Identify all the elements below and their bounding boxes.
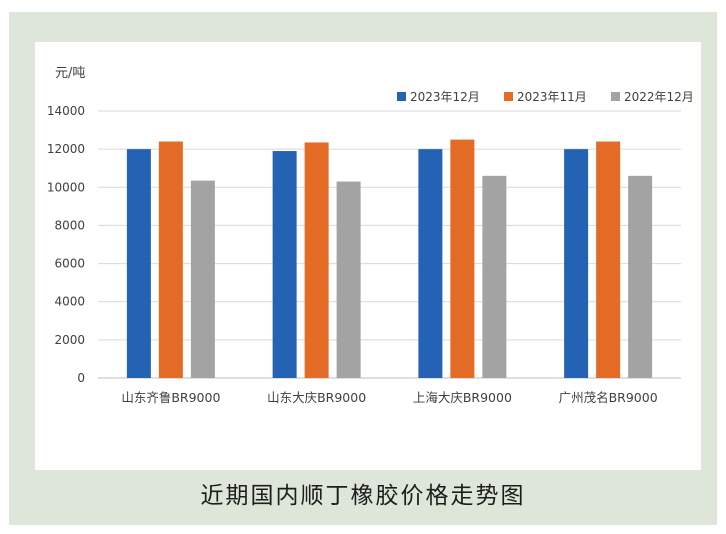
legend-label: 2023年11月 bbox=[517, 90, 587, 104]
bar bbox=[190, 180, 215, 378]
bar bbox=[418, 149, 443, 378]
bar bbox=[482, 175, 507, 378]
x-tick-label: 山东齐鲁BR9000 bbox=[121, 390, 220, 405]
y-tick-label: 2000 bbox=[54, 333, 85, 347]
legend-label: 2022年12月 bbox=[624, 90, 694, 104]
legend-label: 2023年12月 bbox=[410, 90, 480, 104]
legend-swatch bbox=[397, 92, 406, 101]
y-tick-label: 10000 bbox=[47, 180, 85, 194]
x-tick-label: 上海大庆BR9000 bbox=[413, 390, 512, 405]
x-tick-label: 广州茂名BR9000 bbox=[559, 390, 658, 405]
x-tick-label: 山东大庆BR9000 bbox=[267, 390, 366, 405]
bar bbox=[336, 181, 361, 378]
figure-frame: 0 2000 4000 6000 8000 10000 12000 14000 元/吨山东齐鲁B… bbox=[9, 12, 717, 525]
bar bbox=[564, 149, 589, 378]
bar bbox=[158, 141, 183, 378]
bar bbox=[596, 141, 621, 378]
legend-swatch bbox=[611, 92, 620, 101]
y-tick-label: 0 bbox=[77, 371, 85, 385]
bar bbox=[628, 175, 653, 378]
y-tick-label: 4000 bbox=[54, 295, 85, 309]
bar bbox=[450, 139, 475, 378]
legend-swatch bbox=[504, 92, 513, 101]
figure-caption: 近期国内顺丁橡胶价格走势图 bbox=[200, 483, 526, 509]
chart-panel: 0 2000 4000 6000 8000 10000 12000 14000 元/吨山东齐鲁B… bbox=[34, 41, 702, 471]
bar bbox=[272, 151, 297, 378]
bar bbox=[126, 149, 151, 378]
y-tick-label: 12000 bbox=[47, 142, 85, 156]
y-tick-label: 14000 bbox=[47, 104, 85, 118]
bar-chart: 0 2000 4000 6000 8000 10000 12000 14000 元/吨山东齐鲁B… bbox=[47, 66, 694, 405]
bar bbox=[304, 142, 329, 378]
y-tick-label: 8000 bbox=[54, 218, 85, 232]
y-tick-label: 6000 bbox=[54, 257, 85, 271]
y-unit-label: 元/吨 bbox=[55, 66, 85, 81]
